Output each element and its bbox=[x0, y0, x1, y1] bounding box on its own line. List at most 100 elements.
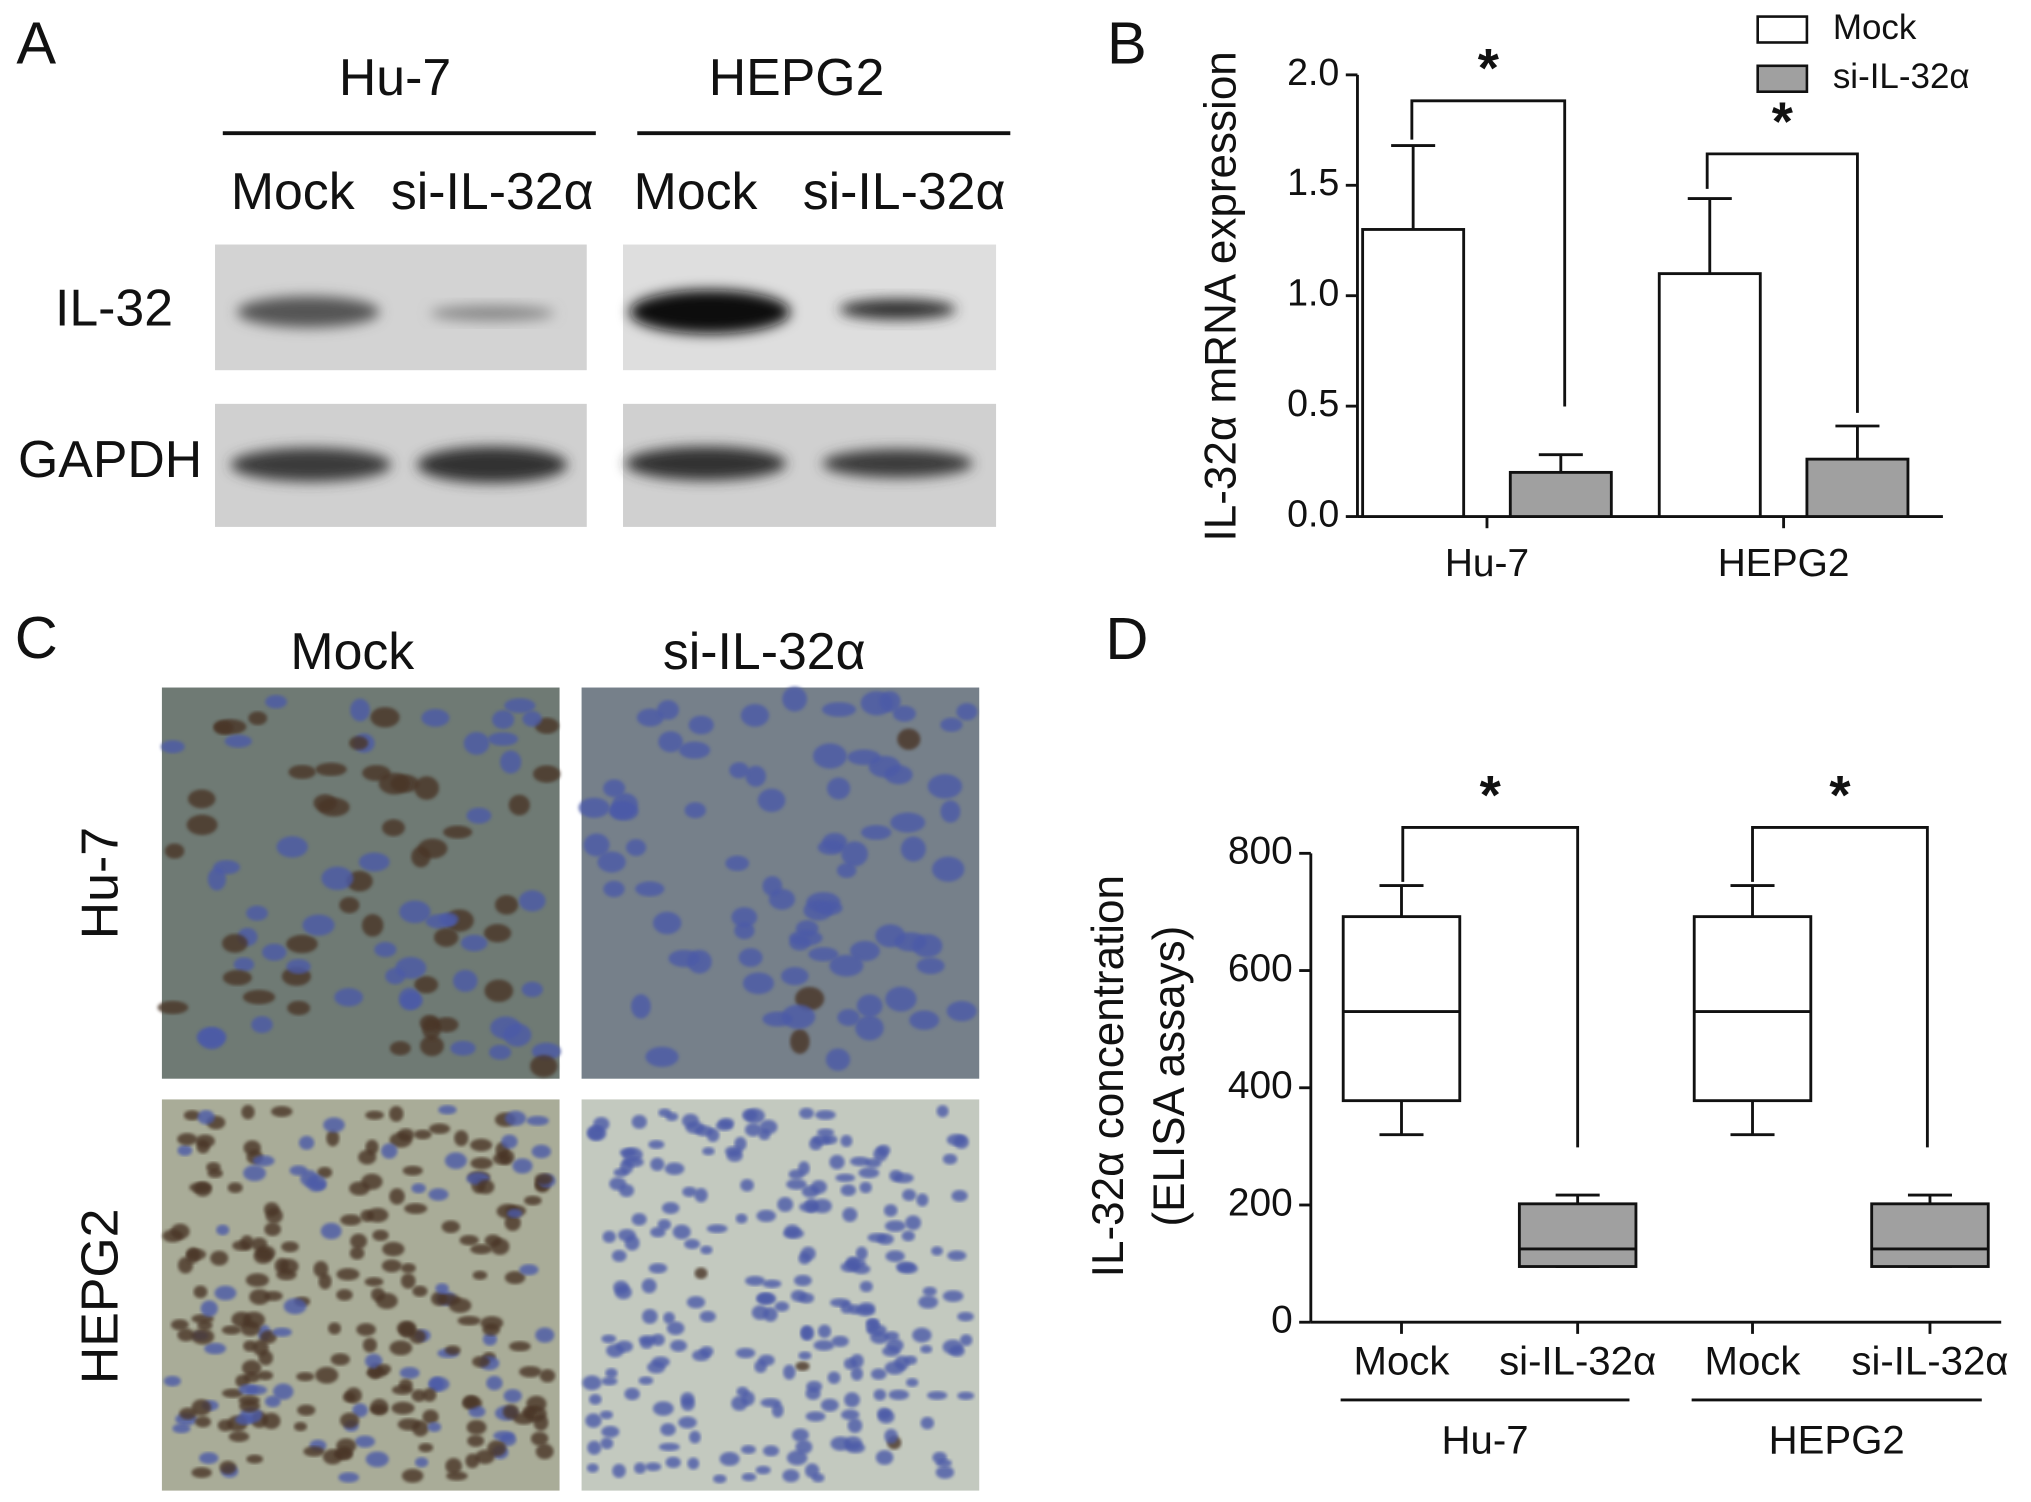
cell bbox=[503, 1389, 522, 1403]
cell bbox=[221, 1325, 242, 1335]
cell bbox=[336, 1268, 360, 1281]
cell bbox=[438, 1105, 457, 1115]
cell bbox=[692, 1349, 711, 1362]
cell bbox=[484, 979, 514, 1003]
cell bbox=[658, 731, 683, 753]
cell bbox=[805, 1387, 821, 1400]
cell bbox=[354, 1435, 376, 1448]
cell bbox=[742, 1109, 758, 1121]
column-label: si-IL-32α bbox=[391, 162, 594, 220]
cell bbox=[735, 1347, 756, 1359]
cell bbox=[873, 1389, 887, 1401]
cell bbox=[286, 934, 318, 954]
cell bbox=[429, 1123, 451, 1135]
cell bbox=[466, 1419, 487, 1435]
cell bbox=[836, 862, 857, 878]
cell bbox=[313, 1260, 329, 1278]
cell bbox=[454, 1130, 469, 1147]
cell bbox=[816, 901, 843, 916]
cell bbox=[729, 762, 749, 779]
cell bbox=[651, 1333, 665, 1346]
cell bbox=[586, 1463, 599, 1473]
significance-bracket bbox=[1401, 825, 1580, 1148]
cell bbox=[219, 1460, 237, 1475]
cell bbox=[293, 1421, 308, 1432]
cell bbox=[400, 1263, 416, 1274]
cell bbox=[912, 934, 943, 958]
cell bbox=[647, 1361, 666, 1374]
cell bbox=[855, 1015, 884, 1041]
cell bbox=[402, 1165, 423, 1176]
cell bbox=[330, 1353, 350, 1366]
cell bbox=[365, 1353, 383, 1369]
cell bbox=[389, 1340, 413, 1356]
cell bbox=[519, 1264, 539, 1276]
cell bbox=[431, 1291, 447, 1306]
cell bbox=[602, 1230, 616, 1243]
panel-label: A bbox=[16, 9, 56, 76]
cell bbox=[450, 1040, 476, 1056]
cell bbox=[321, 866, 354, 890]
cell bbox=[680, 1397, 695, 1411]
cell bbox=[837, 1009, 860, 1026]
cell bbox=[350, 1233, 368, 1249]
cell bbox=[243, 1165, 266, 1182]
cell bbox=[951, 1190, 968, 1202]
cell bbox=[519, 1366, 542, 1378]
band bbox=[237, 296, 380, 328]
cell bbox=[228, 1431, 250, 1442]
cell bbox=[482, 1332, 498, 1346]
cell bbox=[522, 1406, 536, 1417]
cell bbox=[947, 1250, 967, 1261]
cell bbox=[903, 1355, 918, 1365]
cell bbox=[472, 1270, 488, 1280]
cell bbox=[638, 1376, 654, 1385]
cell bbox=[821, 702, 857, 717]
y-tick-label: 0 bbox=[1271, 1298, 1293, 1341]
micrograph bbox=[581, 1099, 980, 1491]
cell bbox=[185, 1248, 207, 1261]
cell bbox=[222, 970, 252, 986]
cell bbox=[361, 1173, 383, 1190]
cell bbox=[504, 1271, 526, 1285]
cell bbox=[759, 1119, 778, 1135]
cell bbox=[829, 1154, 845, 1170]
significance-bracket bbox=[1705, 152, 1859, 413]
cell bbox=[609, 1177, 627, 1191]
cell bbox=[194, 1416, 212, 1428]
cell bbox=[883, 1204, 898, 1217]
cell bbox=[504, 698, 536, 714]
cell bbox=[686, 1296, 706, 1309]
cell bbox=[186, 814, 218, 836]
cell bbox=[694, 1267, 708, 1280]
legend-swatch bbox=[1756, 15, 1809, 44]
cell bbox=[265, 695, 287, 709]
cell bbox=[204, 1342, 227, 1355]
cell bbox=[757, 788, 786, 813]
cell bbox=[213, 720, 234, 735]
panel-a: A Hu-7 HEPG2 Mock si-IL-32α Mock si-IL-3… bbox=[16, 9, 1011, 527]
cell bbox=[738, 948, 763, 967]
cell bbox=[845, 1256, 860, 1271]
cell bbox=[298, 1135, 315, 1150]
cell bbox=[391, 1385, 414, 1395]
cell bbox=[467, 1434, 485, 1447]
cell bbox=[688, 715, 714, 735]
cell bbox=[507, 1208, 523, 1218]
column-label: Mock bbox=[290, 622, 414, 680]
cell bbox=[399, 1367, 420, 1379]
cell bbox=[193, 1285, 208, 1299]
row-label: IL-32 bbox=[55, 279, 173, 337]
cell bbox=[583, 833, 610, 857]
cell bbox=[425, 914, 456, 929]
cell bbox=[804, 1463, 820, 1478]
cell bbox=[508, 794, 530, 816]
x-tick-label: Mock bbox=[1705, 1338, 1802, 1383]
cell bbox=[427, 1422, 442, 1433]
cell bbox=[781, 1004, 816, 1029]
cell bbox=[957, 1391, 975, 1400]
cell bbox=[274, 1258, 289, 1274]
y-axis-title: IL-32α concentration bbox=[1084, 875, 1133, 1277]
cell bbox=[535, 1443, 554, 1460]
y-tick-label: 600 bbox=[1228, 947, 1293, 990]
